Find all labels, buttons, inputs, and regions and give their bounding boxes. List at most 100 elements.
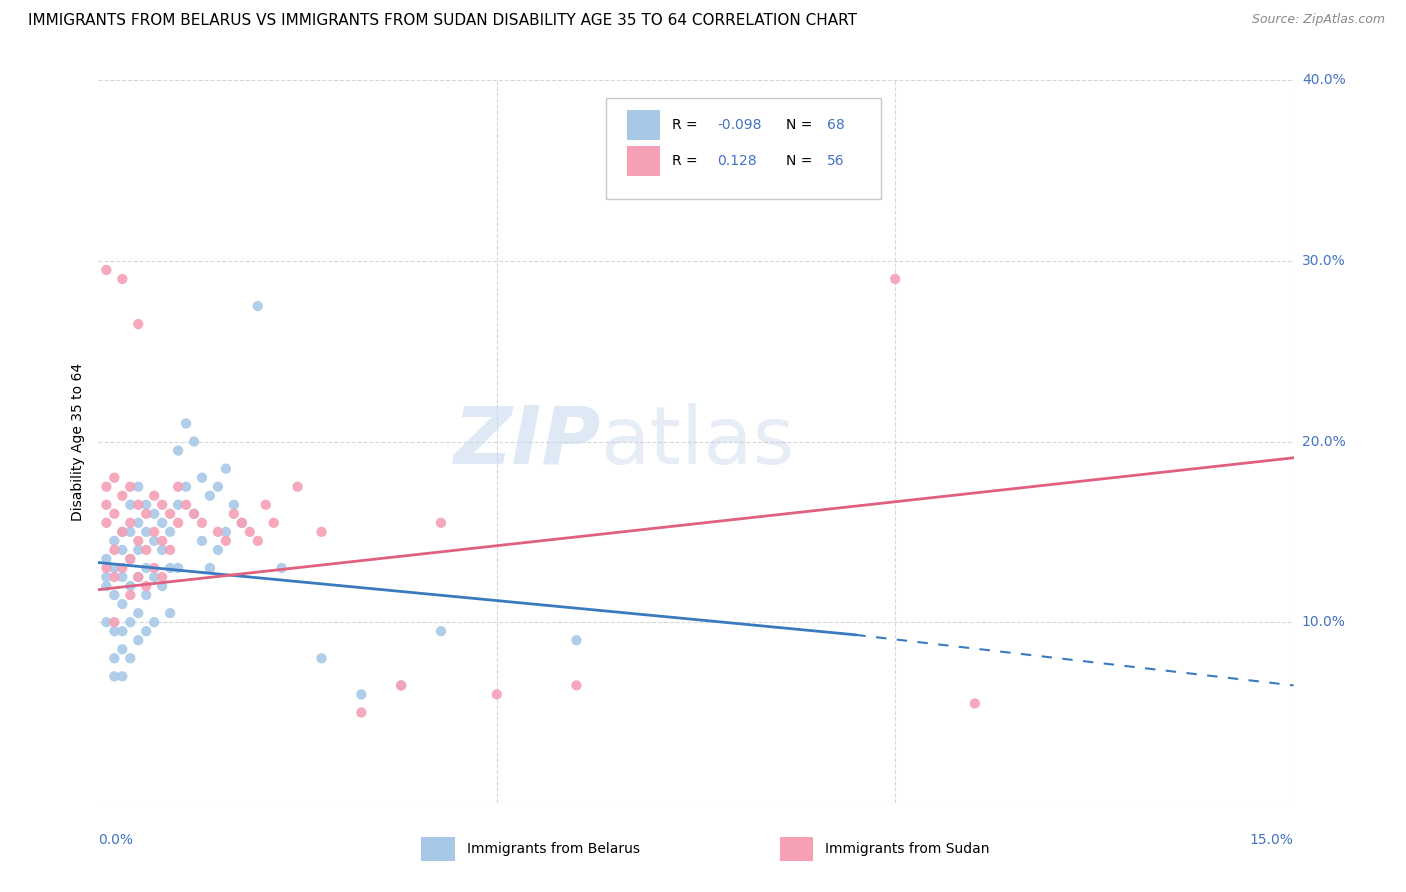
Point [311,651,333,665]
Point [143,561,166,575]
Y-axis label: Disability Age 35 to 64: Disability Age 35 to 64 [72,362,86,521]
Point [120,588,142,602]
Point [96,516,118,530]
Point [143,507,166,521]
Point [120,480,142,494]
Point [287,480,309,494]
Point [111,561,134,575]
Point [207,524,229,539]
Point [270,561,292,575]
Point [111,669,134,683]
Point [120,579,142,593]
Point [111,570,134,584]
Point [150,516,173,530]
Text: 15.0%: 15.0% [1250,833,1294,847]
Text: 30.0%: 30.0% [1302,254,1346,268]
Point [120,552,142,566]
Text: N =: N = [786,118,817,132]
Point [103,669,125,683]
Point [96,570,118,584]
Point [143,489,166,503]
Point [167,498,190,512]
Point [111,542,134,557]
Point [430,624,453,639]
Point [96,561,118,575]
Point [183,507,205,521]
Point [135,507,157,521]
Point [191,516,214,530]
Point [605,145,627,160]
Point [246,299,269,313]
Point [222,507,245,521]
Point [159,507,181,521]
Point [127,516,149,530]
Point [111,272,134,286]
Point [183,434,205,449]
Point [207,480,229,494]
Point [159,606,181,620]
Point [150,579,173,593]
Point [127,533,149,548]
Point [135,542,157,557]
Point [96,263,118,277]
Text: 0.0%: 0.0% [98,833,134,847]
Point [127,570,149,584]
Point [215,461,238,475]
Point [191,533,214,548]
Point [103,624,125,639]
Point [103,570,125,584]
Point [167,516,190,530]
Point [183,507,205,521]
Point [167,443,190,458]
Point [263,516,285,530]
Point [167,480,190,494]
Point [198,561,221,575]
Point [135,524,157,539]
Point [174,417,197,431]
Point [103,471,125,485]
Point [103,561,125,575]
Point [215,524,238,539]
Point [135,498,157,512]
Point [127,317,149,331]
Point [159,561,181,575]
Point [127,480,149,494]
Point [430,516,453,530]
Point [96,615,118,630]
Point [215,533,238,548]
Text: atlas: atlas [600,402,794,481]
Point [389,678,412,692]
Point [111,642,134,657]
Text: -0.098: -0.098 [717,118,762,132]
Point [150,498,173,512]
Text: 68: 68 [828,118,845,132]
Text: Immigrants from Sudan: Immigrants from Sudan [825,842,990,856]
Text: 20.0%: 20.0% [1302,434,1346,449]
Text: IMMIGRANTS FROM BELARUS VS IMMIGRANTS FROM SUDAN DISABILITY AGE 35 TO 64 CORRELA: IMMIGRANTS FROM BELARUS VS IMMIGRANTS FR… [28,13,858,29]
Point [111,524,134,539]
Text: 0.128: 0.128 [717,154,756,169]
Point [120,498,142,512]
Point [127,498,149,512]
Point [127,570,149,584]
Point [311,524,333,539]
Point [231,516,253,530]
Point [111,597,134,611]
Point [350,687,373,701]
Text: 40.0%: 40.0% [1302,73,1346,87]
Text: 10.0%: 10.0% [1302,615,1346,629]
Point [135,624,157,639]
Point [565,678,588,692]
Point [159,542,181,557]
Point [103,651,125,665]
Text: R =: R = [672,118,702,132]
Point [103,533,125,548]
Point [150,533,173,548]
Point [103,507,125,521]
FancyBboxPatch shape [606,98,882,200]
Point [150,570,173,584]
Point [120,516,142,530]
Text: ZIP: ZIP [453,402,600,481]
Point [135,588,157,602]
Point [120,524,142,539]
